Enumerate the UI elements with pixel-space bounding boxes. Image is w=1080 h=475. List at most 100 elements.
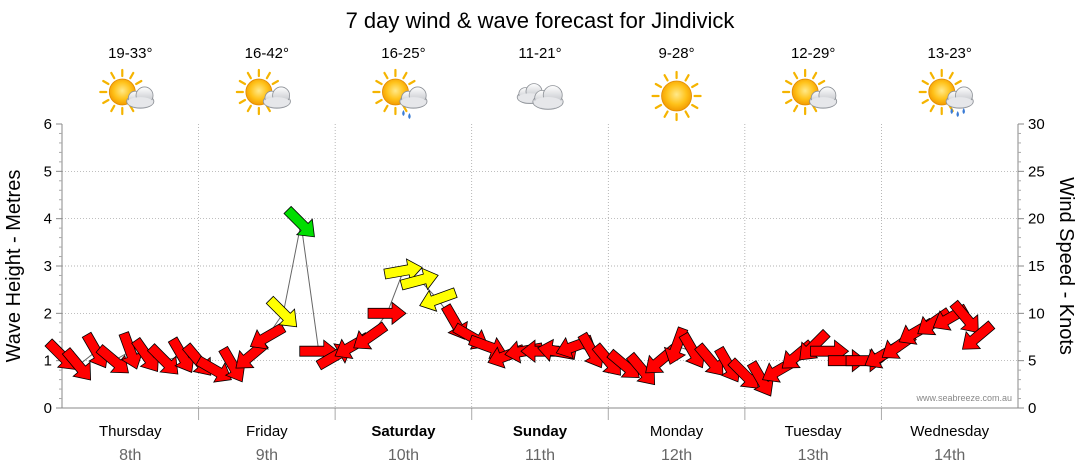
day-name: Tuesday	[785, 423, 842, 440]
day-date: 8th	[119, 447, 141, 464]
left-tick-label: 3	[44, 258, 52, 275]
sun-ray	[817, 79, 826, 86]
sun-ray	[948, 71, 954, 80]
sun-ray	[929, 104, 935, 113]
sun-ray	[238, 79, 247, 86]
right-tick-label: 10	[1028, 305, 1045, 322]
left-tick-label: 0	[44, 400, 52, 417]
sun-ray	[265, 104, 271, 113]
sun-ray	[691, 82, 699, 89]
sun-ray	[684, 74, 690, 82]
day-name: Wednesday	[910, 423, 989, 440]
sun-ray	[654, 103, 663, 110]
sun-ray	[954, 79, 962, 86]
cloud-fill	[127, 97, 154, 108]
day-name: Monday	[650, 423, 704, 440]
temperature-range: 11-21°	[518, 45, 561, 62]
cloud-fill	[400, 97, 427, 108]
sun-ray	[921, 98, 929, 105]
daily-header-row: 19-33° 16-42° 16-25° 11-21° 9-28° 12-29° 13-23…	[99, 45, 974, 122]
sun-ray	[102, 79, 110, 86]
right-tick-label: 5	[1028, 353, 1036, 370]
sun-ray	[793, 104, 799, 113]
sun-ray	[402, 71, 408, 80]
sun-ray	[812, 104, 818, 113]
sun-ray	[383, 104, 389, 113]
sun-ray	[102, 98, 110, 105]
sun-ray	[271, 79, 280, 86]
left-tick-label: 6	[44, 116, 52, 133]
rain-drop	[962, 108, 965, 114]
sun-ray	[663, 74, 669, 82]
wind-arrow	[383, 258, 423, 282]
cloud-shape	[126, 86, 155, 109]
left-tick-label: 5	[44, 163, 52, 180]
rain-drop	[950, 108, 953, 114]
wind-arrow	[249, 322, 287, 350]
temperature-range: 16-42°	[245, 45, 289, 62]
sun-ray	[921, 79, 929, 86]
wind-arrow	[283, 205, 315, 238]
day-labels: Thursday 8th Friday 9th Saturday 10th Sunday 11…	[99, 423, 990, 464]
credit-label: www.seabreeze.com.au	[915, 393, 1012, 403]
sun-ray	[383, 71, 389, 80]
left-axis-label: Wave Height - Metres	[3, 170, 25, 363]
right-axis-label: Wind Speed - Knots	[1055, 177, 1077, 355]
day-name: Saturday	[371, 423, 436, 440]
sun-ray	[784, 79, 793, 86]
sun-ray	[246, 104, 252, 113]
cloud-shape	[399, 86, 428, 109]
wind-arrow	[61, 347, 92, 381]
wind-arrow	[694, 342, 724, 376]
sun-ray	[129, 71, 135, 80]
left-tick-labels: 0 1 2 3 4 5 6	[44, 116, 62, 417]
sun-ray	[654, 82, 663, 89]
sun-ray	[265, 71, 271, 80]
sun-ray	[246, 71, 252, 80]
sun-ray	[812, 71, 818, 80]
chart-grid	[62, 124, 1018, 420]
sun-ray	[238, 98, 247, 105]
cloud-fill	[810, 97, 836, 108]
sun-ray	[129, 104, 135, 113]
temperature-range: 12-29°	[791, 45, 835, 62]
partly-cloudy-icon	[782, 68, 838, 116]
sun-ray	[110, 104, 116, 113]
sun-ray	[684, 110, 690, 118]
sun-ray	[663, 110, 669, 118]
wind-arrow	[146, 343, 179, 375]
rain-drop	[956, 111, 959, 117]
sun-ray	[402, 104, 408, 113]
partly-cloudy-icon	[99, 68, 155, 116]
chart-title: 7 day wind & wave forecast for Jindivick	[346, 8, 736, 33]
cloud-shape	[945, 86, 974, 109]
sun-ray	[110, 71, 116, 80]
wind-arrow	[419, 287, 458, 312]
day-date: 14th	[934, 447, 965, 464]
sun-ray	[375, 98, 383, 105]
wind-arrow	[265, 295, 298, 328]
day-name: Sunday	[513, 423, 568, 440]
temperature-range: 13-23°	[928, 45, 972, 62]
sun-ray	[784, 98, 793, 105]
rain-icon	[918, 68, 974, 117]
day-name: Friday	[246, 423, 288, 440]
right-tick-label: 25	[1028, 163, 1045, 180]
cloud-fill	[264, 97, 290, 108]
temperature-range: 9-28°	[659, 45, 695, 62]
temperature-range: 16-25°	[381, 45, 425, 62]
day-date: 13th	[798, 447, 829, 464]
wind-arrow	[917, 307, 953, 336]
day-name: Thursday	[99, 423, 162, 440]
partly-cloudy-icon	[235, 68, 291, 116]
wind-arrow	[399, 267, 439, 291]
day-date: 10th	[388, 447, 419, 464]
day-date: 9th	[256, 447, 278, 464]
cloud-shape	[532, 85, 564, 110]
wind-arrows	[44, 205, 996, 397]
right-tick-label: 0	[1028, 400, 1036, 417]
temperature-range: 19-33°	[108, 45, 152, 62]
left-tick-label: 4	[44, 211, 52, 228]
cloud-shape	[809, 86, 838, 109]
right-tick-label: 20	[1028, 211, 1045, 228]
